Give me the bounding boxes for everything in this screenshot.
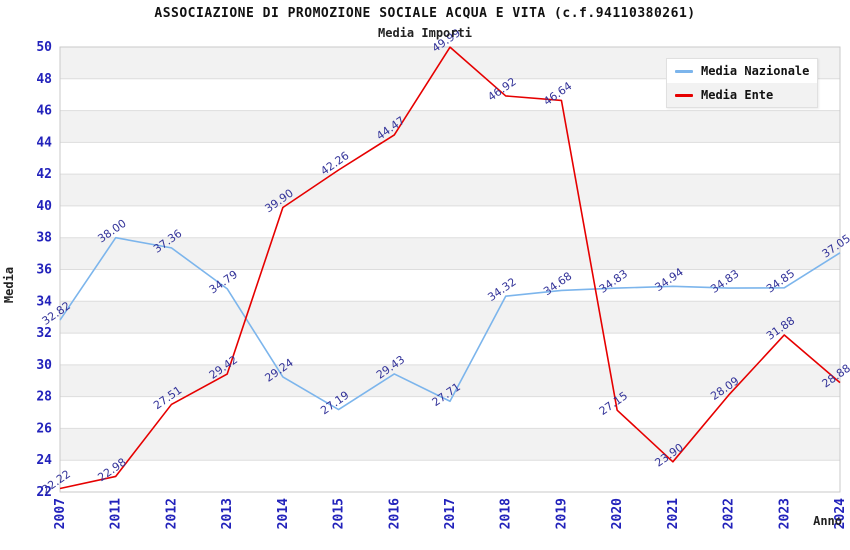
data-point-label: 34.85 [764,267,797,296]
y-tick-label: 22 [36,485,52,500]
y-tick-label: 44 [36,135,52,150]
y-tick-label: 26 [36,421,52,436]
x-tick-label: 2022 [722,498,737,529]
legend-label: Media Nazionale [701,64,810,78]
media-ente-line-swatch [675,93,693,97]
legend-item-media-ente: Media Ente [667,83,817,107]
x-tick-label: 2020 [610,498,625,529]
data-point-label: 46.64 [541,79,574,108]
x-tick-label: 2024 [833,498,848,529]
media-nazionale-line-swatch [675,69,693,73]
y-tick-label: 42 [36,167,52,182]
y-tick-label: 24 [36,453,52,468]
data-point-label: 42.26 [318,149,351,178]
data-point-label: 34.32 [485,275,518,304]
y-tick-label: 28 [36,390,52,405]
y-tick-label: 34 [36,294,52,309]
x-tick-label: 2017 [443,498,458,529]
chart-subtitle: Media Importi [378,26,472,40]
plot-band [60,428,840,461]
chart-title: ASSOCIAZIONE DI PROMOZIONE SOCIALE ACQUA… [154,6,696,21]
x-tick-label: 2014 [276,498,291,529]
x-tick-label: 2012 [164,498,179,529]
x-tick-label: 2015 [332,498,347,529]
y-axis-label: Media [2,266,16,304]
data-point-label: 34.83 [708,267,741,296]
y-tick-label: 50 [36,40,52,55]
legend-label: Media Ente [701,88,774,102]
x-tick-label: 2007 [53,498,68,529]
y-tick-label: 36 [36,263,52,278]
y-tick-label: 40 [36,199,52,214]
plot-band [60,174,840,206]
legend: Media Nazionale Media Ente [666,58,818,108]
series-line [59,236,841,411]
plot-band [60,110,840,143]
x-tick-label: 2013 [220,498,235,529]
plot-band [60,364,840,397]
x-axis-label: Anno [813,514,842,528]
plot-band [60,301,840,334]
y-tick-label: 38 [36,231,52,246]
data-point-label: 34.83 [597,267,630,296]
series-line [59,46,841,490]
x-tick-label: 2023 [777,498,792,529]
data-point-label: 34.68 [541,270,574,299]
legend-item-media-nazionale: Media Nazionale [667,59,817,83]
x-tick-label: 2019 [554,498,569,529]
plot-band [60,237,840,270]
y-tick-label: 46 [36,104,52,119]
data-point-label: 46.92 [485,75,518,104]
y-tick-label: 30 [36,358,52,373]
x-tick-label: 2016 [387,498,402,529]
x-tick-label: 2021 [666,498,681,529]
y-tick-label: 32 [36,326,52,341]
y-tick-label: 48 [36,72,52,87]
data-point-label: 34.79 [207,268,240,297]
x-tick-label: 2018 [499,498,514,529]
x-tick-label: 2011 [109,498,124,529]
